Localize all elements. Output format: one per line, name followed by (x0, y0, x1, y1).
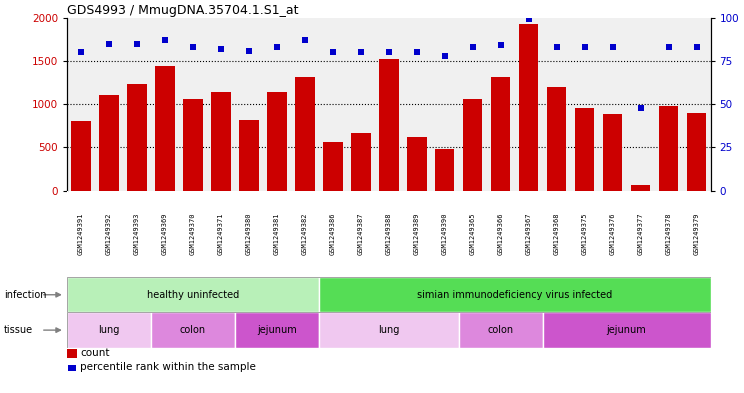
Text: GSM1249375: GSM1249375 (582, 213, 588, 255)
Text: jejunum: jejunum (606, 325, 647, 335)
Bar (318, 312, 459, 348)
Point (159, 37, 171, 43)
Text: GSM1249389: GSM1249389 (414, 213, 420, 255)
Text: jejunum: jejunum (257, 325, 297, 335)
Point (690, 44, 702, 50)
Text: GSM1249366: GSM1249366 (498, 213, 504, 255)
Point (103, 40, 115, 47)
Point (635, 105, 647, 111)
Bar (155, 66, 175, 191)
Point (663, 44, 675, 50)
Text: GSM1249378: GSM1249378 (666, 213, 672, 255)
Bar (407, 138, 426, 191)
Text: percentile rank within the sample: percentile rank within the sample (80, 362, 256, 373)
Text: GSM1249379: GSM1249379 (693, 213, 699, 255)
Point (187, 44, 199, 50)
Bar (295, 77, 315, 191)
Bar (67, 277, 318, 312)
Text: GSM1249388: GSM1249388 (385, 213, 392, 255)
Bar (459, 312, 542, 348)
Bar (127, 84, 147, 191)
Text: lung: lung (378, 325, 400, 335)
Point (495, 42, 507, 48)
Point (271, 44, 283, 50)
Text: GSM1249376: GSM1249376 (609, 213, 615, 255)
Bar (99, 95, 119, 191)
Text: GSM1249382: GSM1249382 (302, 213, 308, 255)
Text: GSM1249386: GSM1249386 (330, 213, 336, 255)
Point (382, 49, 394, 55)
Text: count: count (80, 348, 110, 358)
Text: GSM1249370: GSM1249370 (190, 213, 196, 255)
Bar (351, 133, 371, 191)
Bar (575, 108, 594, 191)
Point (131, 40, 143, 47)
Bar (658, 106, 679, 191)
Bar (71, 121, 91, 191)
Point (215, 46, 227, 52)
Bar (151, 312, 235, 348)
Point (439, 53, 451, 59)
Text: GSM1249392: GSM1249392 (106, 213, 112, 255)
Text: GSM1249393: GSM1249393 (134, 213, 140, 255)
Text: tissue: tissue (4, 325, 33, 335)
Point (579, 44, 591, 50)
Point (606, 44, 618, 50)
Bar (323, 142, 342, 191)
Text: colon: colon (180, 325, 206, 335)
Text: healthy uninfected: healthy uninfected (147, 290, 239, 300)
Bar (491, 77, 510, 191)
Bar (379, 59, 399, 191)
Text: GSM1249390: GSM1249390 (442, 213, 448, 255)
Text: GSM1249387: GSM1249387 (358, 213, 364, 255)
Point (243, 48, 254, 54)
Bar (183, 99, 202, 191)
Bar (687, 113, 706, 191)
Text: simian immunodeficiency virus infected: simian immunodeficiency virus infected (417, 290, 612, 300)
Bar (631, 185, 650, 191)
Text: infection: infection (4, 290, 46, 300)
Bar (67, 312, 151, 348)
Point (466, 44, 478, 50)
Text: GSM1249380: GSM1249380 (246, 213, 251, 255)
Bar (542, 312, 711, 348)
Bar (239, 120, 259, 191)
Point (75, 49, 87, 55)
Text: lung: lung (98, 325, 120, 335)
Bar (435, 149, 455, 191)
Text: GSM1249377: GSM1249377 (638, 213, 644, 255)
Point (523, 16, 535, 22)
Bar (519, 24, 539, 191)
Bar (547, 87, 566, 191)
Point (411, 49, 423, 55)
Bar (603, 114, 623, 191)
Text: colon: colon (487, 325, 513, 335)
Bar (267, 92, 286, 191)
Bar (211, 92, 231, 191)
Bar (318, 277, 711, 312)
Point (327, 49, 339, 55)
Text: GSM1249391: GSM1249391 (78, 213, 84, 255)
Text: GSM1249365: GSM1249365 (469, 213, 475, 255)
Point (299, 37, 311, 43)
Text: GSM1249367: GSM1249367 (526, 213, 532, 255)
Bar (463, 99, 482, 191)
Text: GSM1249369: GSM1249369 (162, 213, 168, 255)
Text: GDS4993 / MmugDNA.35704.1.S1_at: GDS4993 / MmugDNA.35704.1.S1_at (67, 4, 298, 17)
Point (551, 44, 562, 50)
Text: GSM1249381: GSM1249381 (274, 213, 280, 255)
Point (355, 49, 367, 55)
Text: GSM1249371: GSM1249371 (218, 213, 224, 255)
Text: GSM1249368: GSM1249368 (554, 213, 559, 255)
Bar (235, 312, 318, 348)
